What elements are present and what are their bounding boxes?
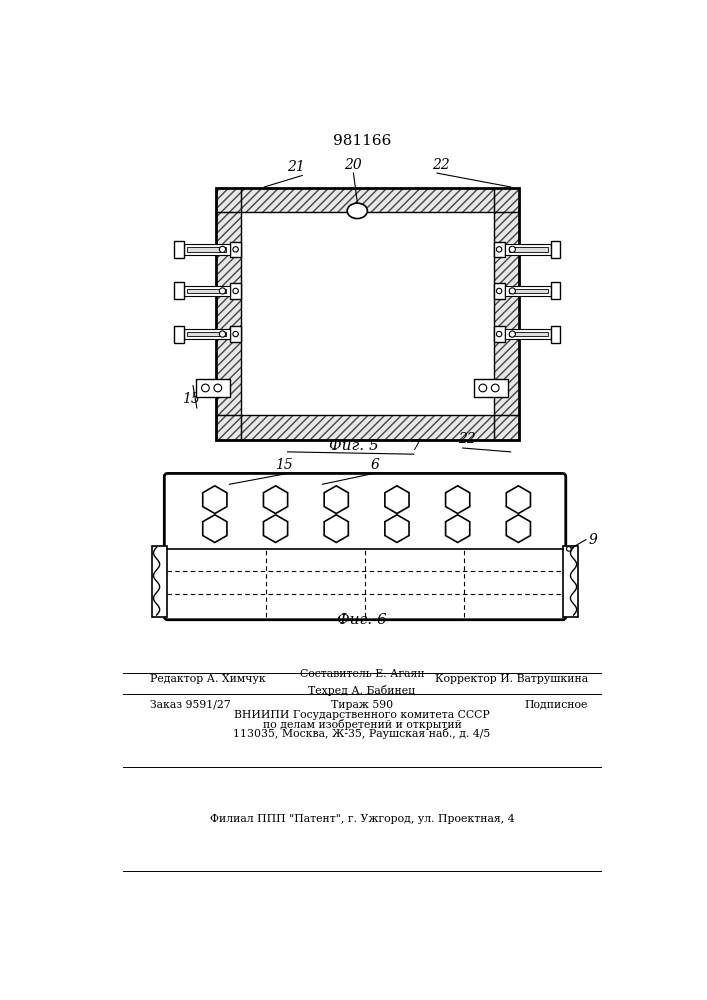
Circle shape	[201, 384, 209, 392]
Text: 113035, Москва, Ж-35, Раушская наб., д. 4/5: 113035, Москва, Ж-35, Раушская наб., д. …	[233, 728, 491, 739]
Text: Филиал ППП "Патент", г. Ужгород, ул. Проектная, 4: Филиал ППП "Патент", г. Ужгород, ул. Про…	[210, 814, 514, 824]
Bar	[509, 332, 548, 336]
Bar	[551, 326, 561, 343]
Bar	[230, 242, 241, 257]
Text: 21: 21	[287, 160, 305, 174]
Bar	[505, 329, 551, 339]
Text: 6: 6	[370, 458, 380, 472]
Bar	[216, 188, 241, 212]
Circle shape	[509, 246, 515, 252]
Circle shape	[219, 246, 226, 252]
Text: 981166: 981166	[333, 134, 391, 148]
Circle shape	[496, 247, 502, 252]
Circle shape	[233, 331, 238, 337]
Bar	[493, 326, 505, 342]
Bar	[493, 188, 518, 212]
Text: Редактор А. Химчук: Редактор А. Химчук	[151, 674, 266, 684]
Bar	[196, 379, 230, 397]
Text: Корректор И. Ватрушкина: Корректор И. Ватрушкина	[435, 674, 588, 684]
FancyBboxPatch shape	[164, 473, 566, 620]
Bar	[187, 289, 226, 293]
Bar	[230, 326, 241, 342]
Bar	[505, 244, 551, 255]
Bar	[187, 247, 226, 252]
Bar	[241, 212, 493, 415]
Circle shape	[233, 247, 238, 252]
Bar	[175, 241, 184, 258]
Text: Составитель Е. Агаян: Составитель Е. Агаян	[300, 669, 424, 679]
Text: ВНИИПИ Государственного комитета СССР: ВНИИПИ Государственного комитета СССР	[234, 710, 490, 720]
Bar	[493, 415, 518, 440]
Text: 20: 20	[344, 158, 362, 172]
Text: Тираж 590: Тираж 590	[331, 700, 393, 710]
Circle shape	[509, 331, 515, 337]
Text: Подписное: Подписное	[525, 700, 588, 710]
Bar	[184, 244, 230, 255]
Circle shape	[214, 384, 222, 392]
Bar	[216, 415, 241, 440]
Text: 15: 15	[275, 458, 293, 472]
Ellipse shape	[347, 203, 368, 219]
Circle shape	[509, 288, 515, 294]
Bar	[175, 326, 184, 343]
Bar	[175, 282, 184, 299]
Text: 22: 22	[432, 158, 450, 172]
Bar	[187, 332, 226, 336]
Bar	[216, 188, 518, 440]
Circle shape	[496, 288, 502, 294]
Text: 15: 15	[182, 392, 199, 406]
Text: Фиг. 5: Фиг. 5	[329, 439, 379, 453]
Bar	[216, 188, 518, 440]
Bar	[152, 546, 168, 617]
Bar	[230, 283, 241, 299]
Text: Фиг. 6: Фиг. 6	[337, 613, 387, 627]
Text: Техред А. Бабинец: Техред А. Бабинец	[308, 685, 416, 696]
Bar	[509, 289, 548, 293]
Text: 9: 9	[588, 533, 597, 547]
Bar	[551, 282, 561, 299]
Bar	[184, 286, 230, 296]
Text: 22: 22	[457, 432, 475, 446]
Circle shape	[566, 547, 571, 551]
Bar	[184, 329, 230, 339]
Bar	[505, 286, 551, 296]
Text: 7: 7	[411, 439, 420, 453]
Bar	[474, 379, 508, 397]
Circle shape	[219, 331, 226, 337]
Bar	[551, 241, 561, 258]
Circle shape	[491, 384, 499, 392]
Bar	[509, 247, 548, 252]
Bar	[493, 283, 505, 299]
Text: по делам изобретений и открытий: по делам изобретений и открытий	[262, 719, 462, 730]
Bar	[493, 242, 505, 257]
Circle shape	[233, 288, 238, 294]
Circle shape	[496, 331, 502, 337]
Text: Заказ 9591/27: Заказ 9591/27	[151, 700, 231, 710]
Bar	[563, 546, 578, 617]
Circle shape	[219, 288, 226, 294]
Circle shape	[479, 384, 486, 392]
